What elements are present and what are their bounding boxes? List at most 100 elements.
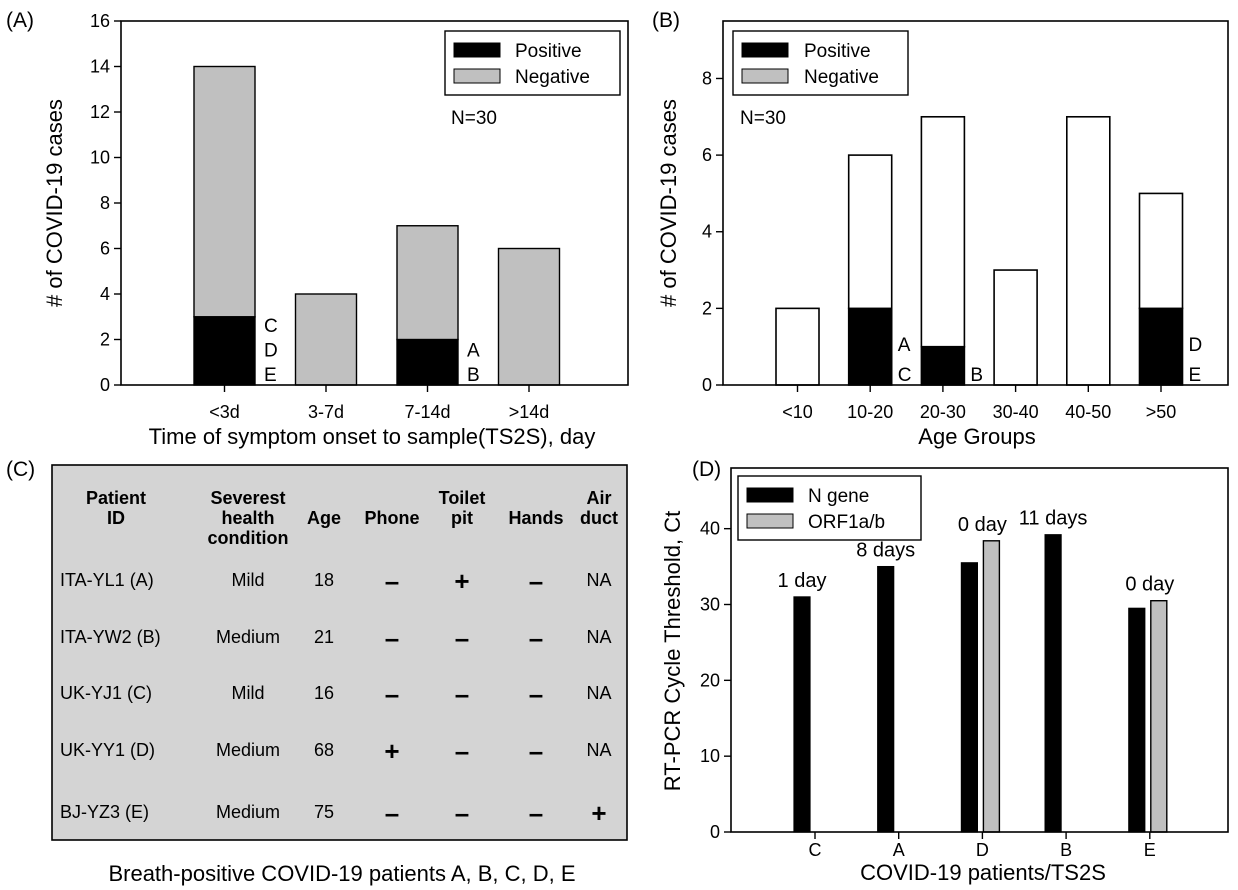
- panel-a-x-tick-label-7-14d: 7-14d: [404, 402, 450, 422]
- panel-a-legend-swatch-positive: [453, 42, 501, 58]
- panel-b-bar-positive-gt50: [1138, 307, 1184, 386]
- panel-b-patient-letter-b: B: [970, 365, 983, 386]
- panel-a-legend: Positive Negative: [444, 30, 621, 96]
- panel-0-y-tick-label: 2: [100, 330, 110, 350]
- panel-b-x-tick-label-10-20: 10-20: [847, 402, 893, 422]
- panel-1-y-tick-label: 0: [702, 375, 712, 395]
- panel-a-bar-negative-3-7d: [294, 293, 358, 386]
- panel-b-chart: (B) 0 2 4 6 8 <10 10-20 20-30 30-40 40-50 >50 AC B…: [652, 9, 1229, 449]
- panel-c-cell-severest-health-condition: Medium: [216, 627, 280, 647]
- panel-a-chart: (A) 0 2 4 6 8 10 12 14 16 <3d 3-7d 7-14d >14d CDE AB…: [6, 9, 629, 449]
- panel-c-table-row: UK-YY1 (D) Medium 68 + – – NA: [60, 736, 612, 766]
- panel-a-x-axis-title: Time of symptom onset to sample(TS2S), d…: [149, 424, 596, 449]
- panel-a-patient-letter-a: A: [467, 341, 480, 362]
- panel-a-patient-letter-c: C: [264, 316, 278, 337]
- panel-b-patient-letter-a: A: [898, 335, 911, 356]
- panel-c-header-patient-id: Patient: [86, 488, 146, 508]
- panel-c-cell-toilet-pit: –: [455, 679, 469, 709]
- panel-b-bar-negative-lt10: [775, 307, 820, 386]
- panel-c-header-severest-health-condition: health: [221, 508, 274, 528]
- panel-c-cell-age: 75: [314, 802, 334, 822]
- panel-3-y-tick-label: 20: [700, 670, 720, 690]
- panel-c-cell-toilet-pit: –: [455, 623, 469, 653]
- panel-b-legend-box: [732, 30, 909, 96]
- panel-a-bar-positive-7-14d: [396, 338, 459, 386]
- panel-b-patient-letter-e: E: [1189, 365, 1202, 386]
- panel-c-header-air-duct: Air: [586, 488, 611, 508]
- panel-c-header-severest-health-condition: Severest: [210, 488, 285, 508]
- panel-d-bar-label-d: 0 day: [958, 514, 1007, 536]
- panel-d-bar-label-e: 0 day: [1125, 574, 1174, 596]
- panel-c-table-row: UK-YJ1 (C) Mild 16 – – – NA: [60, 679, 612, 709]
- panel-b-y-axis-title: # of COVID-19 cases: [656, 99, 681, 307]
- panel-a-bar-negative-lt3d: [193, 65, 256, 318]
- panel-c-cell-hands: –: [529, 679, 543, 709]
- panel-d-x-tick-label-a: A: [893, 840, 905, 860]
- panel-c-header-patient-id: ID: [107, 508, 125, 528]
- panel-c-cell-severest-health-condition: Medium: [216, 740, 280, 760]
- panel-c-cell-phone: –: [385, 798, 399, 828]
- panel-b-x-tick-label-30-40: 30-40: [993, 402, 1039, 422]
- panel-c-cell-patient-id: UK-YY1 (D): [60, 740, 155, 760]
- panel-0-y-tick-label: 0: [100, 375, 110, 395]
- panel-c-cell-hands: –: [529, 566, 543, 596]
- panel-c-cell-phone: –: [385, 679, 399, 709]
- panel-d-bar-n-gene-e: [1128, 607, 1146, 833]
- panel-b-label: (B): [652, 9, 680, 32]
- panel-c-cell-age: 68: [314, 740, 334, 760]
- panel-0-y-tick-label: 4: [100, 284, 110, 304]
- panel-a-y-axis-title: # of COVID-19 cases: [42, 99, 67, 307]
- panel-c-cell-air-duct: NA: [586, 683, 611, 703]
- panel-0-y-tick-label: 16: [90, 11, 110, 31]
- panel-d-bar-n-gene-c: [793, 596, 811, 833]
- panel-c-header-toilet-pit: Toilet: [439, 488, 486, 508]
- panel-0-y-tick-label: 14: [90, 57, 110, 77]
- panel-b-n-annotation: N=30: [740, 108, 786, 129]
- panel-a-patient-letter-b: B: [467, 365, 480, 386]
- panel-c-cell-toilet-pit: –: [455, 736, 469, 766]
- panel-3-y-tick-label: 30: [700, 595, 720, 615]
- panel-b-legend: Positive Negative: [732, 30, 909, 96]
- panel-1-y-tick-label: 2: [702, 298, 712, 318]
- panel-c-cell-severest-health-condition: Mild: [231, 683, 264, 703]
- panel-3-y-tick-label: 40: [700, 519, 720, 539]
- panel-d-axes-frame: [730, 467, 1229, 833]
- panel-d-x-tick-label-b: B: [1060, 840, 1072, 860]
- panel-a-x-tick-label-3-7d: 3-7d: [308, 402, 344, 422]
- panel-c-cell-toilet-pit: –: [455, 798, 469, 828]
- panel-a-legend-negative: Negative: [515, 67, 590, 88]
- panel-b-legend-swatch-negative: [741, 68, 789, 84]
- panel-3-y-tick-label: 0: [710, 822, 720, 842]
- panel-3-y-tick-label: 10: [700, 746, 720, 766]
- panel-a-bar-negative-gt14d: [497, 247, 561, 386]
- panel-c-cell-air-duct: NA: [586, 570, 611, 590]
- panel-c-cell-age: 18: [314, 570, 334, 590]
- panel-a-n-annotation: N=30: [451, 108, 497, 129]
- panel-b-bar-negative-gt50: [1138, 192, 1184, 310]
- panel-b-bar-negative-10-20: [847, 154, 893, 310]
- panel-d-legend-orf1ab: ORF1a/b: [808, 512, 885, 533]
- panel-d-label: (D): [692, 458, 721, 481]
- panel-d-legend-swatch-n-gene: [746, 487, 794, 503]
- panel-a-patient-letter-d: D: [264, 341, 278, 362]
- panel-0-y-tick-label: 12: [90, 102, 110, 122]
- panel-c-cell-phone: –: [385, 566, 399, 596]
- panel-d-bar-orf1ab-d: [982, 540, 1001, 833]
- panel-c-table-background: [51, 464, 628, 841]
- panel-c-label: (C): [6, 458, 35, 481]
- panel-b-x-tick-label-40-50: 40-50: [1065, 402, 1111, 422]
- panel-d-bar-label-a: 8 days: [856, 540, 915, 562]
- panel-d-x-tick-label-e: E: [1144, 840, 1156, 860]
- panel-c-header-air-duct: duct: [580, 508, 618, 528]
- panel-b-bar-negative-40-50: [1066, 115, 1111, 386]
- panel-d-chart: (D) 0 10 20 30 40 C A D B E 1 day 8 days 0 day 11 d…: [660, 458, 1229, 885]
- panel-c-cell-hands: –: [529, 736, 543, 766]
- panel-b-bar-positive-10-20: [847, 307, 893, 386]
- panel-c-table-row: BJ-YZ3 (E) Medium 75 – – – +: [60, 798, 607, 828]
- panel-c-header-age: Age: [307, 508, 341, 528]
- panel-d-bar-n-gene-b: [1044, 534, 1062, 833]
- panel-d-bar-label-c: 1 day: [778, 570, 827, 592]
- panel-0-y-tick-label: 10: [90, 148, 110, 168]
